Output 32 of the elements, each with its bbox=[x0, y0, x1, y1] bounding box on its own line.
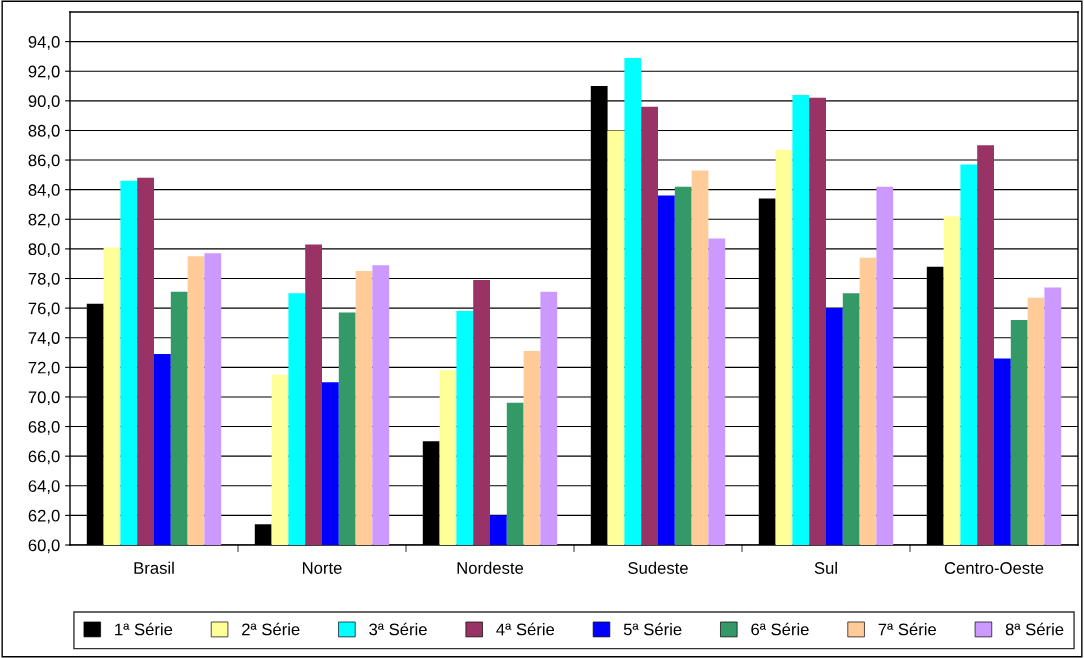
x-tick-label: Nordeste bbox=[457, 561, 524, 574]
y-tick-label: 88,0 bbox=[28, 124, 60, 139]
y-tick-label: 82,0 bbox=[28, 213, 60, 228]
legend-label: 4ª Série bbox=[496, 622, 555, 636]
x-tick-label: Sul bbox=[814, 561, 837, 574]
y-tick-label: 60,0 bbox=[28, 539, 60, 554]
x-tick-label: Sudeste bbox=[628, 561, 688, 574]
y-tick-label: 90,0 bbox=[28, 95, 60, 110]
x-tick-label: Centro-Oeste bbox=[944, 562, 1044, 574]
y-tick-label: 74,0 bbox=[28, 332, 60, 346]
y-tick-label: 76,0 bbox=[28, 302, 60, 317]
y-tick-label: 62,0 bbox=[28, 509, 60, 524]
y-tick-label: 86,0 bbox=[28, 154, 60, 169]
y-tick-label: 80,0 bbox=[28, 243, 60, 258]
y-tick-label: 70,0 bbox=[28, 391, 60, 406]
legend-label: 3ª Série bbox=[369, 622, 427, 636]
y-tick-label: 94,0 bbox=[28, 36, 60, 50]
legend-label: 2ª Série bbox=[242, 622, 300, 636]
legend-label: 1ª Série bbox=[115, 622, 173, 636]
y-tick-label: 64,0 bbox=[28, 480, 60, 494]
y-tick-label: 72,0 bbox=[28, 361, 60, 376]
y-tick-label: 84,0 bbox=[28, 184, 60, 198]
x-tick-label: Brasil bbox=[134, 561, 174, 574]
y-tick-label: 68,0 bbox=[28, 420, 60, 435]
y-tick-label: 78,0 bbox=[28, 272, 60, 287]
y-tick-label: 66,0 bbox=[28, 450, 60, 465]
legend-label: 7ª Série bbox=[878, 622, 937, 636]
x-tick-label: Norte bbox=[302, 562, 342, 574]
legend-label: 8ª Série bbox=[1005, 622, 1064, 636]
legend-label: 5ª Série bbox=[623, 622, 682, 636]
legend-label: 6ª Série bbox=[751, 622, 809, 636]
y-tick-label: 92,0 bbox=[28, 65, 60, 80]
